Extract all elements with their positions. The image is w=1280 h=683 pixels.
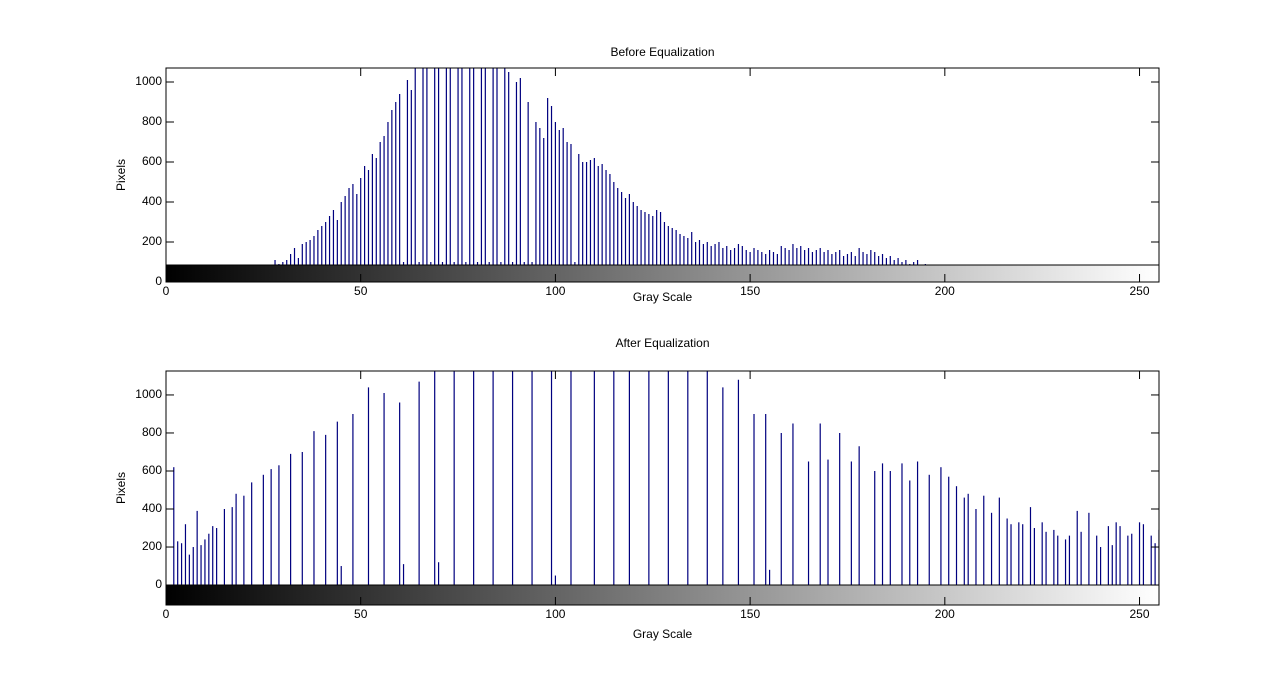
x-tick-label: 100	[545, 284, 565, 298]
y-tick-label: 600	[142, 463, 162, 477]
y-tick-label: 600	[142, 154, 162, 168]
y-axis-label: Pixels	[114, 159, 128, 191]
x-tick-label: 200	[935, 607, 955, 621]
y-tick-label: 200	[142, 539, 162, 553]
chart-title: After Equalization	[615, 336, 709, 350]
y-tick-label: 0	[155, 274, 162, 288]
y-tick-label: 400	[142, 501, 162, 515]
x-tick-label: 150	[740, 607, 760, 621]
y-tick-label: 1000	[135, 74, 162, 88]
y-axis-label: Pixels	[114, 472, 128, 504]
x-axis-label: Gray Scale	[633, 290, 693, 304]
x-tick-label: 100	[545, 607, 565, 621]
colorbar	[165, 584, 1160, 606]
x-tick-label: 0	[163, 607, 170, 621]
x-axis-label: Gray Scale	[633, 627, 693, 641]
axes-box	[165, 67, 1160, 283]
axes-box	[165, 370, 1160, 606]
x-tick-label: 0	[163, 284, 170, 298]
x-tick-label: 50	[354, 284, 368, 298]
y-tick-label: 400	[142, 194, 162, 208]
y-tick-label: 1000	[135, 387, 162, 401]
chart-title: Before Equalization	[610, 45, 714, 59]
y-tick-label: 800	[142, 114, 162, 128]
x-tick-label: 50	[354, 607, 368, 621]
y-tick-label: 200	[142, 234, 162, 248]
x-tick-label: 200	[935, 284, 955, 298]
x-tick-label: 150	[740, 284, 760, 298]
x-tick-label: 250	[1130, 607, 1150, 621]
y-tick-label: 800	[142, 425, 162, 439]
x-tick-label: 250	[1130, 284, 1150, 298]
stems	[173, 371, 1159, 586]
y-tick-label: 0	[155, 577, 162, 591]
colorbar	[165, 264, 1160, 283]
